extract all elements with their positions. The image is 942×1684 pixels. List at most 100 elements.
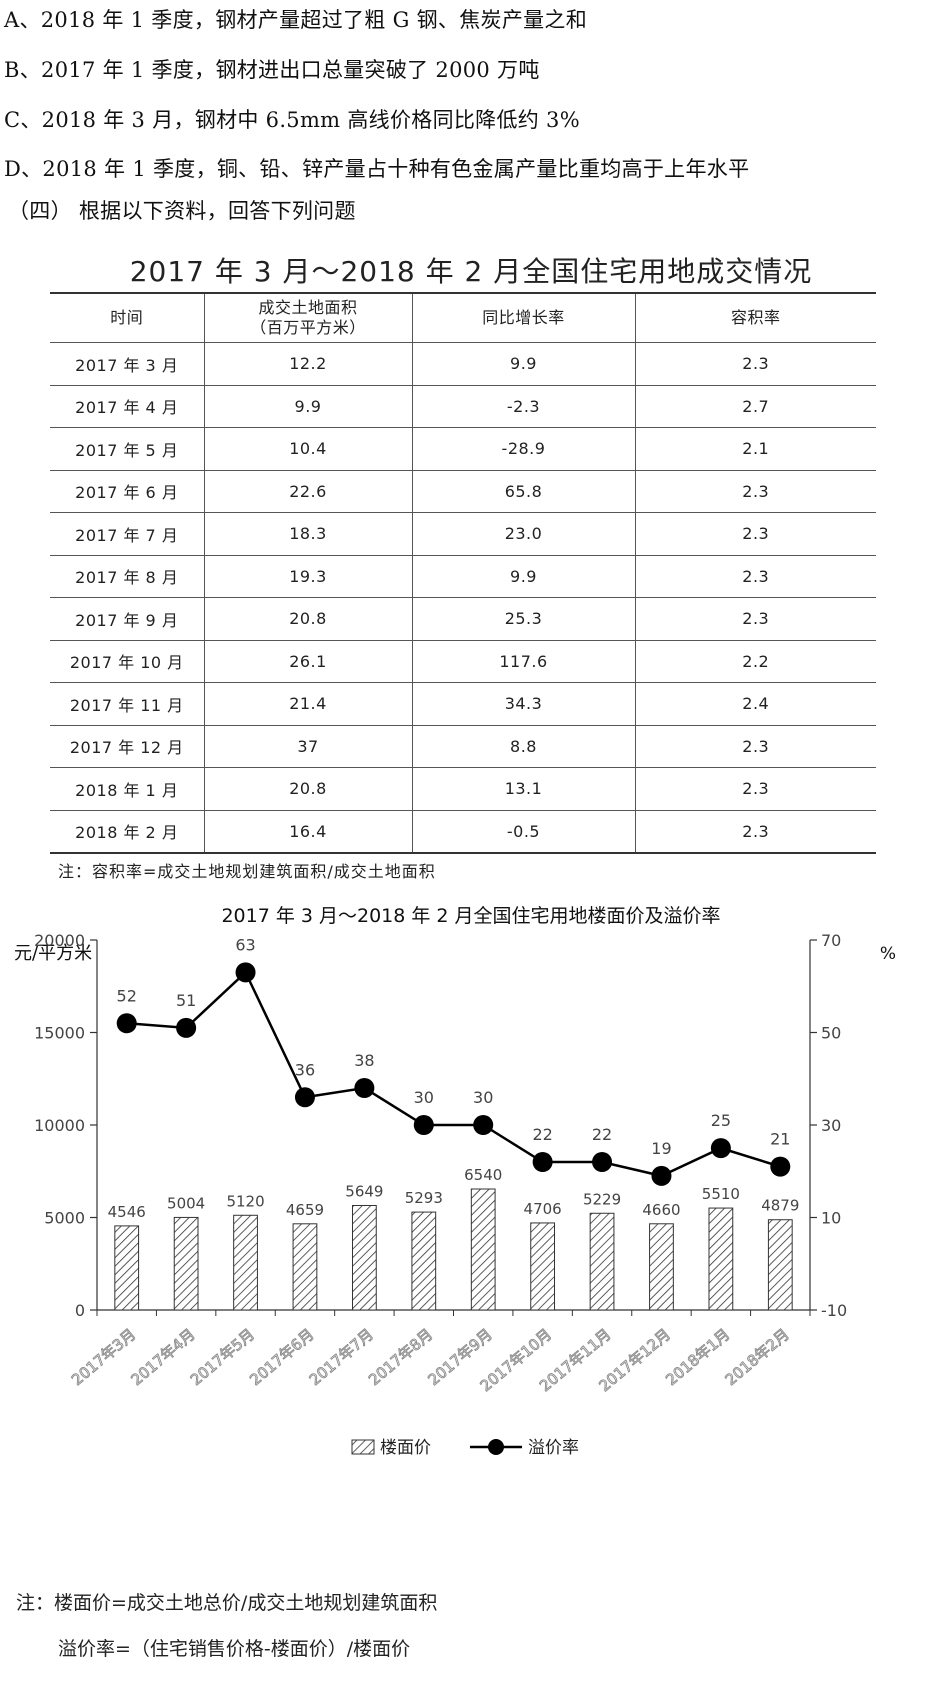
header-area-line1: 成交土地面积	[258, 298, 358, 317]
bar-value-label: 5004	[167, 1194, 205, 1212]
cell-time: 2017 年 9 月	[50, 597, 205, 641]
cell-time: 2017 年 4 月	[50, 384, 205, 428]
line-point	[176, 1017, 197, 1038]
cell-growth: 65.8	[411, 469, 636, 513]
left-tick-label: 20000	[34, 931, 85, 950]
header-time: 时间	[50, 292, 205, 343]
cell-time: 2017 年 10 月	[50, 639, 205, 683]
cell-area: 21.4	[203, 682, 413, 726]
cell-area: 12.2	[203, 342, 413, 386]
line-value-label: 25	[711, 1111, 731, 1130]
cell-far: 2.3	[634, 512, 876, 556]
cell-area: 16.4	[203, 809, 413, 854]
table-row: 2017 年 9 月 20.8 25.3 2.3	[50, 597, 876, 641]
legend-line-marker	[488, 1439, 504, 1455]
line-value-label: 22	[532, 1125, 552, 1144]
bar-value-label: 4659	[286, 1201, 324, 1219]
bar	[292, 1223, 318, 1311]
question-option-d: D、2018 年 1 季度，铜、铅、锌产量占十种有色金属产量比重均高于上年水平	[4, 157, 750, 181]
chart-note-2: 溢价率=（住宅销售价格-楼面价）/楼面价	[58, 1638, 411, 1660]
left-tick-label: 10000	[34, 1116, 85, 1135]
bar-series	[114, 1188, 793, 1311]
table-row: 2017 年 5 月 10.4 -28.9 2.1	[50, 427, 876, 471]
bar	[173, 1216, 199, 1311]
line-value-label: 36	[295, 1060, 315, 1079]
cell-far: 2.3	[634, 597, 876, 641]
bar-value-label: 4706	[524, 1200, 562, 1218]
table-row: 2017 年 12 月 37 8.8 2.3	[50, 724, 876, 768]
cell-time: 2018 年 1 月	[50, 767, 205, 811]
left-tick-label: 0	[75, 1301, 85, 1320]
line-value-label: 30	[473, 1088, 493, 1107]
table-note: 注：容积率=成交土地规划建筑面积/成交土地面积	[58, 862, 436, 881]
line-value-label: 51	[176, 991, 196, 1010]
cell-time: 2017 年 12 月	[50, 724, 205, 768]
question-option-c: C、2018 年 3 月，钢材中 6.5mm 高线价格同比降低约 3%	[4, 108, 580, 132]
line-point	[354, 1078, 375, 1098]
x-tick-label: 2017年8月	[365, 1325, 436, 1389]
cell-growth: 8.8	[411, 724, 636, 768]
cell-area: 20.8	[203, 767, 413, 811]
right-tick-label: 50	[821, 1024, 841, 1043]
header-growth: 同比增长率	[411, 292, 636, 343]
right-axis-unit: %	[880, 944, 896, 964]
right-tick-label: 10	[821, 1209, 841, 1228]
cell-far: 2.3	[634, 554, 876, 598]
cell-time: 2017 年 3 月	[50, 342, 205, 386]
chart: 2017 年 3 月～2018 年 2 月全国住宅用地楼面价及溢价率 元/平方米…	[14, 905, 896, 1458]
cell-far: 2.2	[634, 639, 876, 683]
line-point	[294, 1087, 315, 1108]
cell-far: 2.3	[634, 809, 876, 854]
line-value-label: 38	[354, 1051, 374, 1070]
table-row: 2017 年 11 月 21.4 34.3 2.4	[50, 682, 876, 726]
cell-far: 2.4	[634, 682, 876, 726]
cell-time: 2017 年 7 月	[50, 512, 205, 556]
cell-growth: 117.6	[411, 639, 636, 683]
table-row: 2017 年 6 月 22.6 65.8 2.3	[50, 469, 876, 513]
cell-growth: 9.9	[411, 342, 636, 386]
bar	[411, 1211, 437, 1311]
table-title: 2017 年 3 月～2018 年 2 月全国住宅用地成交情况	[129, 255, 813, 288]
bar-value-label: 5293	[405, 1189, 443, 1207]
x-tick-label: 2017年4月	[128, 1325, 199, 1389]
bar-value-label: 6540	[464, 1166, 502, 1184]
line-value-label: 22	[592, 1125, 612, 1144]
right-tick-label: 70	[821, 931, 841, 950]
x-tick-label: 2018年2月	[722, 1325, 793, 1389]
cell-far: 2.3	[634, 342, 876, 386]
header-area-line2: （百万平方米）	[250, 318, 366, 337]
line-value-label: 63	[235, 935, 255, 954]
cell-growth: -0.5	[411, 809, 636, 854]
cell-far: 2.3	[634, 767, 876, 811]
table-row: 2017 年 3 月 12.2 9.9 2.3	[50, 342, 876, 386]
question-option-b: B、2017 年 1 季度，钢材进出口总量突破了 2000 万吨	[4, 58, 540, 82]
x-tick-label: 2018年1月	[662, 1325, 733, 1389]
header-far: 容积率	[634, 292, 876, 343]
cell-area: 10.4	[203, 427, 413, 471]
bar	[233, 1214, 258, 1311]
bar	[649, 1223, 674, 1311]
line-point	[770, 1156, 791, 1177]
chart-axes: 0 5000 10000 15000 20000 -10 10 30 50 70	[34, 931, 847, 1320]
line-value-label: 21	[770, 1130, 790, 1149]
cell-time: 2017 年 8 月	[50, 554, 205, 598]
cell-area: 20.8	[203, 597, 413, 641]
question-option-a: A、2018 年 1 季度，钢材产量超过了粗 G 钢、焦炭产量之和	[4, 8, 588, 32]
chart-note-1: 注：楼面价=成交土地总价/成交土地规划建筑面积	[16, 1592, 438, 1614]
line-point	[473, 1115, 494, 1135]
cell-far: 2.3	[634, 724, 876, 768]
table-row: 2017 年 7 月 18.3 23.0 2.3	[50, 512, 876, 556]
line-point	[651, 1165, 672, 1186]
table-row: 2018 年 2 月 16.4 -0.5 2.3	[50, 809, 876, 854]
cell-growth: 9.9	[411, 554, 636, 598]
cell-area: 9.9	[203, 384, 413, 428]
cell-growth: 23.0	[411, 512, 636, 556]
bar	[708, 1207, 734, 1311]
premium-rate-line	[126, 970, 781, 1178]
line-series	[116, 962, 791, 1186]
line-value-label: 30	[414, 1088, 434, 1107]
bar-value-label: 4660	[642, 1201, 680, 1219]
cell-time: 2017 年 6 月	[50, 469, 205, 513]
bar	[351, 1204, 377, 1311]
cell-area: 18.3	[203, 512, 413, 556]
